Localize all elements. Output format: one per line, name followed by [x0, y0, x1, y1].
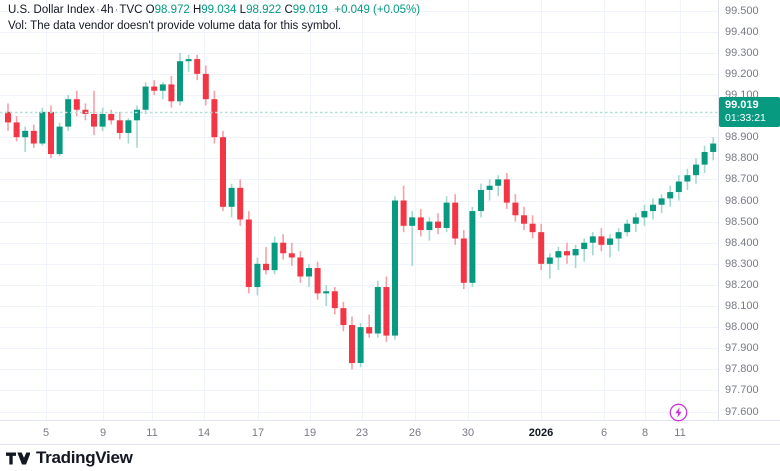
price-tick-label: 98.000	[725, 321, 759, 334]
chart-legend: U.S. Dollar Index·4h·TVC O98.972 H99.034…	[8, 3, 420, 33]
legend-high-value: 99.034	[201, 4, 237, 16]
price-tick-label: 99.500	[725, 4, 759, 17]
price-tick-label: 97.800	[725, 363, 759, 376]
price-tick-label: 97.900	[725, 342, 759, 355]
price-tick-label: 98.400	[725, 236, 759, 249]
chart-plot-area[interactable]	[0, 0, 718, 420]
time-tick-label: 17	[251, 427, 265, 439]
bar-countdown-timer: 01:33:21	[725, 112, 766, 125]
legend-interval[interactable]: 4h	[100, 4, 114, 16]
time-tick-label: 14	[197, 427, 211, 439]
tradingview-logo[interactable]: TradingView	[6, 449, 133, 467]
legend-low-key: L	[239, 4, 247, 16]
legend-separator-1: ·	[95, 4, 100, 16]
legend-low-value: 98.922	[246, 4, 282, 16]
time-tick-label: 30	[461, 427, 475, 439]
candlestick-series	[5, 52, 717, 370]
time-tick-label: 23	[355, 427, 369, 439]
legend-open-value: 98.972	[154, 4, 190, 16]
price-tick-label: 99.300	[725, 46, 759, 59]
price-tick-label: 98.100	[725, 300, 759, 313]
price-tick-label: 99.200	[725, 67, 759, 80]
tradingview-logo-mark	[6, 452, 30, 464]
lightning-bolt-icon[interactable]	[669, 403, 688, 422]
current-price-badge: 99.019 01:33:21	[719, 97, 780, 128]
price-tick-label: 97.600	[725, 405, 759, 418]
tradingview-logo-text: TradingView	[36, 448, 133, 467]
time-tick-label: 2026	[528, 427, 554, 439]
legend-separator-2: ·	[114, 4, 119, 16]
price-tick-label: 98.300	[725, 257, 759, 270]
price-tick-label: 98.600	[725, 194, 759, 207]
current-price-value: 99.019	[725, 99, 759, 112]
price-tick-label: 98.200	[725, 278, 759, 291]
legend-main-row: U.S. Dollar Index·4h·TVC O98.972 H99.034…	[8, 3, 420, 17]
time-tick-label: 19	[303, 427, 317, 439]
price-tick-label: 97.700	[725, 384, 759, 397]
time-tick-label: 5	[42, 427, 50, 439]
legend-symbol[interactable]: U.S. Dollar Index	[8, 4, 95, 16]
time-tick-label: 9	[99, 427, 107, 439]
time-tick-label: 26	[408, 427, 422, 439]
time-scale[interactable]: 5 9 11 14 17 19 23 26 30 2026 6 8 11	[0, 420, 780, 445]
price-tick-label: 98.800	[725, 152, 759, 165]
chart-footer: TradingView	[0, 444, 780, 471]
legend-volume-row: Vol: The data vendor doesn't provide vol…	[8, 20, 342, 32]
legend-close-key: C	[284, 4, 293, 16]
legend-change-value: +0.049 (+0.05%)	[334, 4, 421, 16]
time-tick-label: 6	[600, 427, 608, 439]
price-tick-label: 99.400	[725, 25, 759, 38]
legend-open-key: O	[145, 4, 155, 16]
current-price-line	[0, 111, 718, 114]
price-tick-label: 98.900	[725, 131, 759, 144]
legend-exchange: TVC	[119, 4, 143, 16]
time-tick-label: 11	[674, 427, 686, 439]
legend-close-value: 99.019	[292, 4, 328, 16]
legend-high-key: H	[192, 4, 202, 16]
price-tick-label: 98.700	[725, 173, 759, 186]
price-scale[interactable]: 99.019 01:33:21 99.500 99.400 99.300 99.200…	[718, 0, 780, 420]
time-tick-label: 8	[641, 427, 649, 439]
price-tick-label: 98.500	[725, 215, 759, 228]
time-tick-label: 11	[146, 427, 158, 439]
